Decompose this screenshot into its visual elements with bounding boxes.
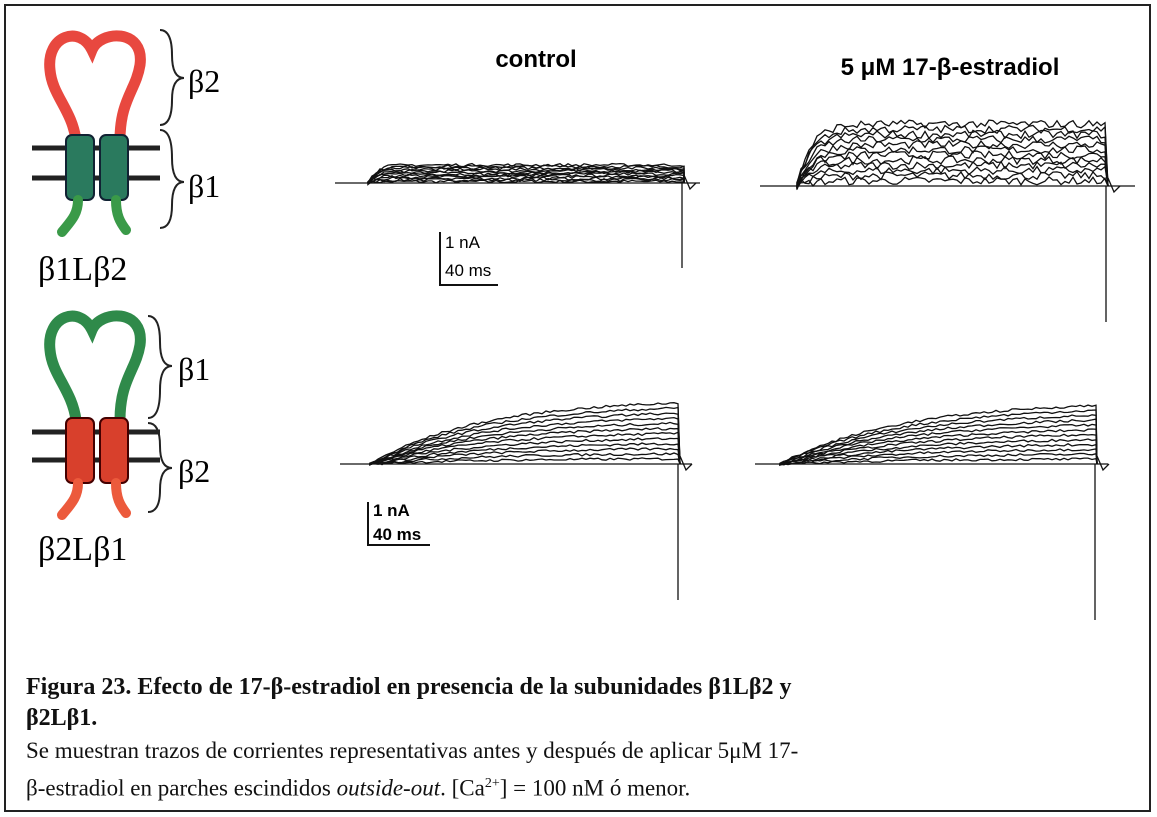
frame — [4, 4, 1151, 812]
trace — [367, 174, 685, 186]
trace — [367, 167, 685, 183]
trace — [779, 414, 1098, 465]
tm-label: β1 — [188, 168, 220, 204]
trace — [779, 428, 1098, 467]
trace — [779, 452, 1098, 466]
trace — [369, 442, 681, 465]
icon-b1lb2 — [32, 29, 185, 237]
trace — [779, 433, 1098, 466]
tm-label: β2 — [178, 453, 210, 489]
loop-label: β1 — [178, 351, 210, 387]
trace — [779, 409, 1098, 465]
trace — [796, 145, 1109, 189]
trace — [367, 162, 685, 183]
condition-label: 5 μM 17-β-estradiol — [841, 54, 1060, 81]
construct-label: β1Lβ2 — [38, 251, 127, 288]
trace — [369, 457, 681, 466]
trace — [679, 455, 693, 472]
trace — [796, 150, 1109, 188]
trace — [796, 155, 1109, 187]
scale-current: 1 nA — [373, 501, 410, 520]
scale-current: 1 nA — [445, 233, 481, 252]
trace — [369, 412, 681, 466]
trace — [796, 175, 1109, 187]
trace — [796, 139, 1109, 187]
trace — [369, 416, 681, 466]
trace — [779, 457, 1098, 466]
caption-text: ] = 100 nM ó menor. — [499, 775, 691, 801]
caption-title-line: Figura 23. Efecto de 17-β-estradiol en p… — [26, 674, 792, 700]
caption-text: . [Ca — [440, 775, 485, 801]
scale-time: 40 ms — [373, 525, 421, 544]
trace — [367, 179, 685, 186]
trace — [1096, 455, 1110, 472]
trace — [796, 129, 1109, 187]
loop-label: β2 — [188, 63, 220, 99]
trace — [369, 406, 681, 465]
caption-title: Figura 23. Efecto de 17-β-estradiol en p… — [26, 672, 1136, 734]
trace — [369, 452, 681, 465]
trace — [369, 431, 681, 466]
condition-label: control — [495, 46, 576, 73]
trace — [779, 443, 1098, 467]
trace — [779, 423, 1098, 465]
icon-b2lb1 — [32, 310, 173, 520]
trace — [1107, 177, 1121, 194]
caption-text: Se muestran trazos de corrientes represe… — [26, 738, 799, 763]
current-traces — [335, 119, 1135, 620]
caption-title-line: β2Lβ1. — [26, 705, 98, 731]
trace — [779, 404, 1098, 465]
caption-text: β-estradiol en parches escindidos — [26, 775, 337, 801]
trace — [367, 177, 685, 184]
caption: Figura 23. Efecto de 17-β-estradiol en p… — [26, 672, 1136, 805]
scale-bar — [439, 232, 498, 286]
caption-italic: outside-out — [336, 775, 441, 801]
trace — [796, 165, 1109, 191]
trace — [683, 174, 697, 191]
trace — [779, 418, 1098, 466]
trace — [369, 421, 681, 465]
trace — [796, 160, 1109, 190]
trace — [369, 447, 681, 465]
caption-superscript: 2+ — [484, 776, 500, 791]
trace — [369, 402, 681, 466]
scale-time: 40 ms — [445, 261, 491, 280]
trace — [796, 135, 1109, 187]
trace — [796, 124, 1109, 187]
trace — [369, 427, 681, 465]
caption-body: Se muestran trazos de corrientes represe… — [26, 734, 1136, 805]
trace — [796, 119, 1109, 188]
construct-label: β2Lβ1 — [38, 531, 127, 568]
trace — [796, 170, 1109, 190]
scale-bar — [367, 502, 430, 546]
trace — [779, 438, 1098, 465]
